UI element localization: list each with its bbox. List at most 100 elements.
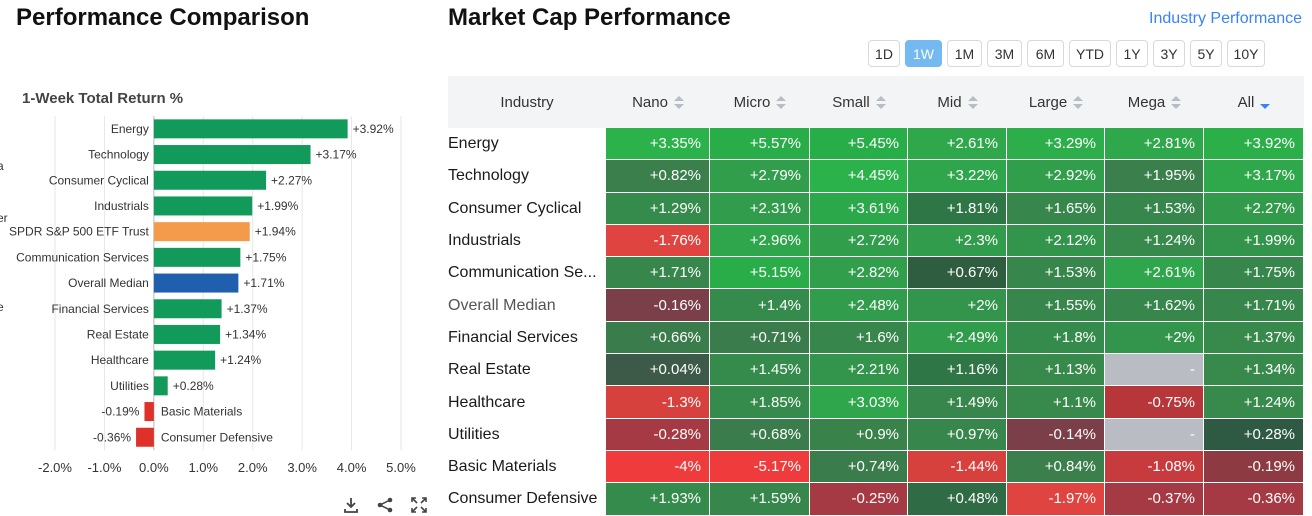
category-label: Overall Median: [68, 276, 149, 290]
return-cell: +2.31%: [710, 192, 810, 225]
market-cap-table: Industry Nano Micro Small Mid Large Mega All En…: [448, 76, 1304, 516]
industry-name[interactable]: Overall Median: [448, 296, 556, 314]
column-header-label: Nano: [632, 93, 668, 111]
table-row[interactable]: Consumer Cyclical +1.29% +2.31% +3.61% +1.81…: [448, 192, 1304, 225]
return-cell: +0.9%: [810, 418, 908, 451]
industry-name[interactable]: Technology: [448, 167, 529, 185]
x-tick-label: -1.0%: [87, 460, 121, 475]
industry-name[interactable]: Energy: [448, 135, 499, 153]
return-cell: +0.28%: [1204, 418, 1304, 451]
return-cell: +1.16%: [908, 354, 1007, 387]
industry-name[interactable]: Basic Materials: [448, 458, 557, 476]
period-button-ytd[interactable]: YTD: [1069, 40, 1111, 67]
column-header-industry: Industry: [448, 76, 606, 128]
expand-icon[interactable]: [410, 496, 428, 514]
data-label: +1.94%: [255, 225, 296, 239]
return-cell: -0.28%: [606, 418, 710, 451]
column-header-nano[interactable]: Nano: [606, 76, 710, 128]
return-cell: -0.37%: [1105, 483, 1204, 516]
sort-icon[interactable]: [967, 95, 978, 110]
return-cell: +1.75%: [1204, 257, 1304, 290]
return-cell: -1.97%: [1007, 483, 1105, 516]
table-row[interactable]: Consumer Defensive +1.93% +1.59% -0.25% +0.4…: [448, 483, 1304, 516]
industry-name[interactable]: Healthcare: [448, 393, 526, 411]
return-cell: +2.48%: [810, 289, 908, 322]
table-row[interactable]: Healthcare -1.3% +1.85% +3.03% +1.49% +1.1% -0…: [448, 386, 1304, 419]
column-header-large[interactable]: Large: [1007, 76, 1105, 128]
return-cell: -0.16%: [606, 289, 710, 322]
industry-name[interactable]: Industrials: [448, 232, 521, 250]
return-cell: +2.72%: [810, 224, 908, 258]
bar: [153, 350, 216, 370]
table-row[interactable]: Financial Services +0.66% +0.71% +1.6% +2.49…: [448, 321, 1304, 355]
category-label: Technology: [88, 148, 149, 162]
bar: [153, 119, 348, 139]
bar: [153, 376, 168, 396]
sort-icon[interactable]: [776, 95, 787, 110]
chart-toolbar: [342, 496, 428, 514]
return-cell: +2%: [1105, 321, 1204, 355]
x-tick-label: 3.0%: [287, 460, 317, 475]
legend-fragment: er: [0, 211, 8, 225]
sort-icon[interactable]: [875, 95, 886, 110]
share-icon[interactable]: [376, 496, 394, 514]
column-header-mega[interactable]: Mega: [1105, 76, 1204, 128]
download-icon[interactable]: [342, 496, 360, 514]
return-cell: +2.96%: [710, 224, 810, 258]
data-label: +2.27%: [271, 173, 312, 187]
return-cell: +2.61%: [1105, 257, 1204, 290]
table-row[interactable]: Basic Materials -4% -5.17% +0.74% -1.44% +0.8…: [448, 450, 1304, 484]
return-cell: +3.03%: [810, 386, 908, 419]
return-cell: +2.61%: [908, 128, 1007, 161]
industry-name[interactable]: Financial Services: [448, 328, 578, 346]
sort-icon[interactable]: [673, 95, 684, 110]
table-row[interactable]: Technology +0.82% +2.79% +4.45% +3.22% +2.92%…: [448, 160, 1304, 193]
return-cell: +1.1%: [1007, 386, 1105, 419]
return-cell: +0.68%: [710, 418, 810, 451]
category-label: Communication Services: [16, 250, 149, 264]
period-button-1w[interactable]: 1W: [905, 40, 942, 67]
column-header-label: Mega: [1127, 93, 1166, 111]
table-row[interactable]: Real Estate +0.04% +1.45% +2.21% +1.16% +1.13…: [448, 354, 1304, 387]
period-button-1y[interactable]: 1Y: [1116, 40, 1148, 67]
column-header-all[interactable]: All: [1204, 76, 1304, 128]
table-row[interactable]: Energy +3.35% +5.57% +5.45% +2.61% +3.29% +2.8…: [448, 128, 1304, 161]
column-header-label: Large: [1028, 93, 1068, 111]
return-cell: +1.6%: [810, 321, 908, 355]
period-button-3m[interactable]: 3M: [987, 40, 1022, 67]
return-cell: +1.45%: [710, 354, 810, 387]
table-row[interactable]: Communication Se... +1.71% +5.15% +2.82% +0.…: [448, 257, 1304, 290]
period-button-6m[interactable]: 6M: [1027, 40, 1064, 67]
column-header-micro[interactable]: Micro: [710, 76, 810, 128]
industry-performance-link[interactable]: Industry Performance: [1149, 10, 1302, 27]
data-label: +1.99%: [257, 199, 298, 213]
table-row[interactable]: Utilities -0.28% +0.68% +0.9% +0.97% -0.14% - +…: [448, 418, 1304, 451]
return-cell: -1.08%: [1105, 450, 1204, 484]
industry-name[interactable]: Communication Se...: [448, 264, 597, 282]
bar: [153, 324, 221, 344]
period-button-1m[interactable]: 1M: [947, 40, 982, 67]
period-button-10y[interactable]: 10Y: [1227, 40, 1265, 67]
bar: [153, 145, 311, 165]
return-cell: +5.45%: [810, 128, 908, 161]
return-cell: +3.29%: [1007, 128, 1105, 161]
industry-name[interactable]: Real Estate: [448, 361, 531, 379]
period-button-3y[interactable]: 3Y: [1153, 40, 1185, 67]
return-cell: +1.53%: [1105, 192, 1204, 225]
return-cell: +1.65%: [1007, 192, 1105, 225]
return-cell: +0.66%: [606, 321, 710, 355]
industry-name[interactable]: Utilities: [448, 425, 500, 443]
period-button-5y[interactable]: 5Y: [1190, 40, 1222, 67]
industry-name[interactable]: Consumer Cyclical: [448, 199, 582, 217]
category-label: Industrials: [94, 199, 149, 213]
column-header-small[interactable]: Small: [810, 76, 908, 128]
column-header-mid[interactable]: Mid: [908, 76, 1007, 128]
bar: [136, 427, 154, 447]
table-row[interactable]: Industrials -1.76% +2.96% +2.72% +2.3% +2.12%…: [448, 224, 1304, 258]
sort-icon[interactable]: [1073, 95, 1084, 110]
table-row[interactable]: Overall Median -0.16% +1.4% +2.48% +2% +1.55%…: [448, 289, 1304, 322]
sort-icon[interactable]: [1171, 95, 1182, 110]
period-button-1d[interactable]: 1D: [868, 40, 900, 67]
industry-name[interactable]: Consumer Defensive: [448, 490, 598, 508]
sort-icon[interactable]: [1260, 96, 1271, 110]
